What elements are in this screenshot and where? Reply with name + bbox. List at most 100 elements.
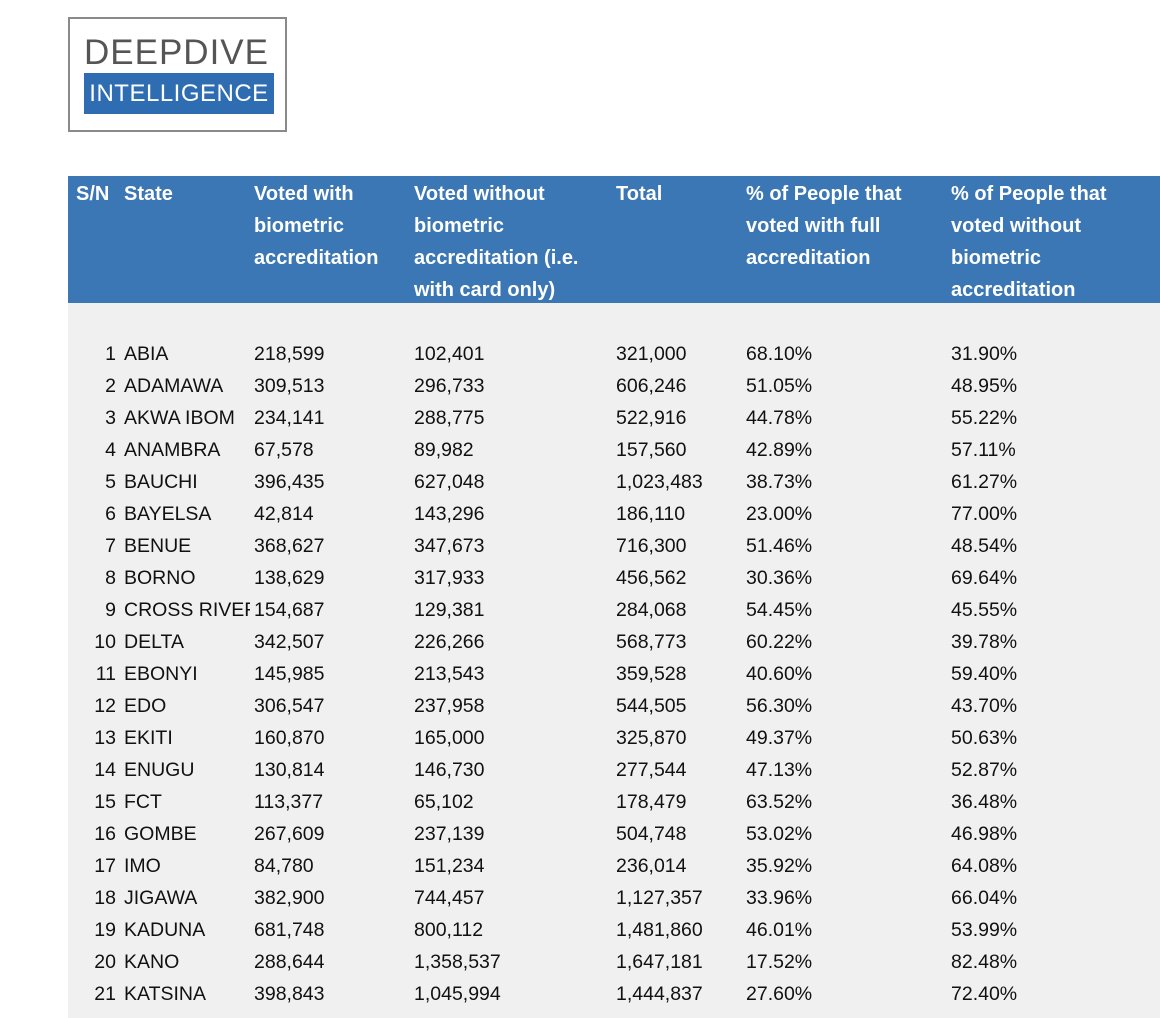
row-number: 7 (105, 535, 116, 557)
cell: 54.45% (746, 599, 813, 621)
logo-line2: INTELLIGENCE (84, 73, 274, 114)
table-body (68, 303, 1160, 1018)
row-number: 4 (105, 439, 116, 461)
state-name: DELTA (124, 631, 184, 653)
cell: 45.55% (951, 599, 1018, 621)
row-number: 20 (94, 951, 116, 973)
cell: 1,647,181 (616, 951, 703, 973)
cell: 504,748 (616, 823, 687, 845)
cell: 306,547 (254, 695, 325, 717)
cell: 178,479 (616, 791, 687, 813)
cell: 347,673 (414, 535, 485, 557)
cell: 1,127,357 (616, 887, 703, 909)
cell: 157,560 (616, 439, 687, 461)
cell: 48.54% (951, 535, 1018, 557)
table-header (68, 176, 1160, 303)
cell: 1,444,837 (616, 983, 703, 1005)
cell: 69.64% (951, 567, 1018, 589)
row-number: 16 (94, 823, 116, 845)
state-name: ANAMBRA (124, 439, 221, 461)
header-cell: % of People that voted with full accredi… (746, 183, 902, 269)
cell: 50.63% (951, 727, 1018, 749)
row-number: 6 (105, 503, 116, 525)
cell: 288,644 (254, 951, 325, 973)
cell: 317,933 (414, 567, 485, 589)
header-cell: Voted without biometric accreditation (i… (414, 183, 579, 301)
cell: 59.40% (951, 663, 1018, 685)
cell: 456,562 (616, 567, 687, 589)
cell: 67,578 (254, 439, 314, 461)
row-number: 12 (94, 695, 116, 717)
logo-line1: DEEPDIVE (84, 33, 269, 72)
cell: 63.52% (746, 791, 813, 813)
cell: 544,505 (616, 695, 687, 717)
cell: 288,775 (414, 407, 485, 429)
cell: 237,958 (414, 695, 485, 717)
state-name: KANO (124, 951, 180, 973)
state-name: FCT (124, 791, 162, 813)
cell: 57.11% (951, 439, 1016, 461)
cell: 53.02% (746, 823, 813, 845)
cell: 30.36% (746, 567, 813, 589)
state-name: IMO (124, 855, 161, 877)
cell: 52.87% (951, 759, 1018, 781)
state-name: KADUNA (124, 919, 206, 941)
row-number: 9 (105, 599, 116, 621)
cell: 44.78% (746, 407, 813, 429)
cell: 342,507 (254, 631, 325, 653)
state-name: ENUGU (124, 759, 195, 781)
cell: 143,296 (414, 503, 485, 525)
cell: 398,843 (254, 983, 325, 1005)
cell: 113,377 (254, 791, 324, 813)
cell: 60.22% (746, 631, 813, 653)
cell: 51.46% (746, 535, 813, 557)
cell: 56.30% (746, 695, 813, 717)
cell: 234,141 (254, 407, 325, 429)
cell: 151,234 (414, 855, 485, 877)
cell: 321,000 (616, 343, 687, 365)
cell: 46.01% (746, 919, 813, 941)
cell: 160,870 (254, 727, 325, 749)
row-number: 1 (105, 343, 116, 365)
row-number: 10 (94, 631, 116, 653)
row-number: 11 (95, 663, 116, 685)
cell: 48.95% (951, 375, 1018, 397)
cell: 36.48% (951, 791, 1018, 813)
cell: 55.22% (951, 407, 1018, 429)
cell: 46.98% (951, 823, 1018, 845)
row-number: 2 (105, 375, 116, 397)
cell: 359,528 (616, 663, 687, 685)
state-name: EDO (124, 695, 167, 717)
row-number: 15 (94, 791, 116, 813)
cell: 267,609 (254, 823, 325, 845)
cell: 522,916 (616, 407, 687, 429)
header-cell: Total (616, 183, 663, 205)
cell: 66.04% (951, 887, 1018, 909)
cell: 237,139 (414, 823, 485, 845)
row-number: 3 (105, 407, 116, 429)
cell: 165,000 (414, 727, 485, 749)
cell: 51.05% (746, 375, 813, 397)
header-cell: Voted with biometric accreditation (254, 183, 379, 269)
state-name: BORNO (124, 567, 196, 589)
cell: 800,112 (414, 919, 484, 941)
header-cell: S/N (76, 183, 110, 205)
state-name: ADAMAWA (124, 375, 224, 397)
cell: 309,513 (254, 375, 325, 397)
cell: 68.10% (746, 343, 813, 365)
cell: 606,246 (616, 375, 687, 397)
row-number: 14 (94, 759, 116, 781)
cell: 23.00% (746, 503, 813, 525)
cell: 39.78% (951, 631, 1018, 653)
state-name: BAYELSA (124, 503, 212, 525)
cell: 186,110 (616, 503, 686, 525)
cell: 138,629 (254, 567, 325, 589)
row-number: 18 (94, 887, 116, 909)
row-number: 13 (94, 727, 116, 749)
logo: DEEPDIVE INTELLIGENCE (68, 17, 287, 132)
cell: 42,814 (254, 503, 314, 525)
cell: 368,627 (254, 535, 325, 557)
cell: 17.52% (746, 951, 813, 973)
state-name: KATSINA (124, 983, 206, 1005)
